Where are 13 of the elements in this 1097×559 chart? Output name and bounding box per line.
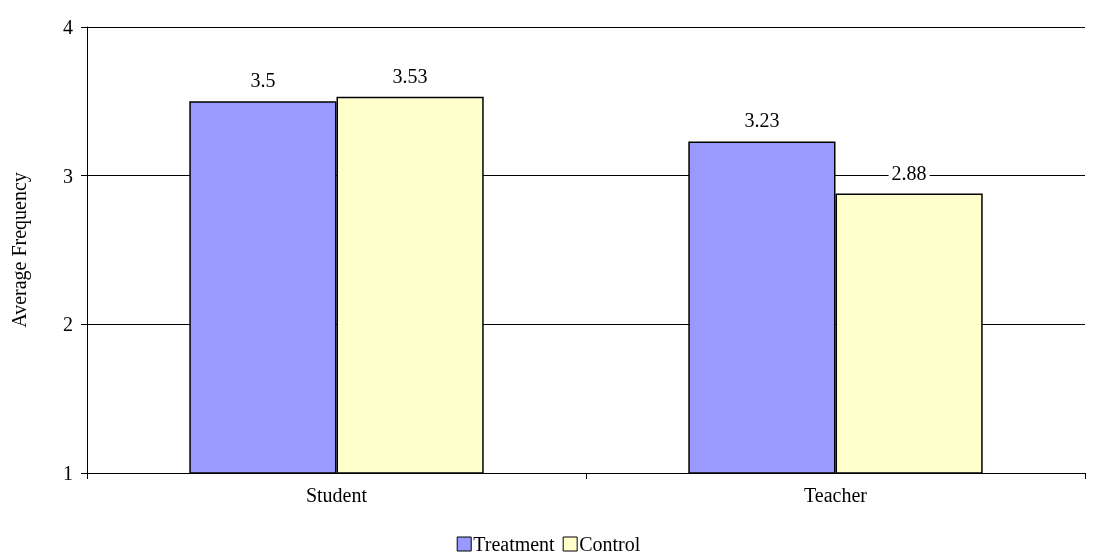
y-tick-label: 2	[63, 313, 73, 336]
y-axis-title: Average Frequency	[8, 172, 31, 328]
legend-label: Treatment	[473, 533, 556, 555]
data-label: 3.5	[250, 69, 276, 92]
x-tick-label: Teacher	[804, 484, 868, 506]
data-label: 2.88	[891, 161, 927, 184]
data-label: 3.53	[392, 64, 428, 87]
y-tick-label: 4	[63, 16, 73, 38]
data-label: 3.23	[744, 109, 780, 132]
y-tick-label: 1	[63, 462, 73, 484]
legend-label: Control	[579, 533, 641, 555]
y-tick-label: 3	[63, 164, 73, 187]
x-tick-label: Student	[305, 484, 368, 506]
